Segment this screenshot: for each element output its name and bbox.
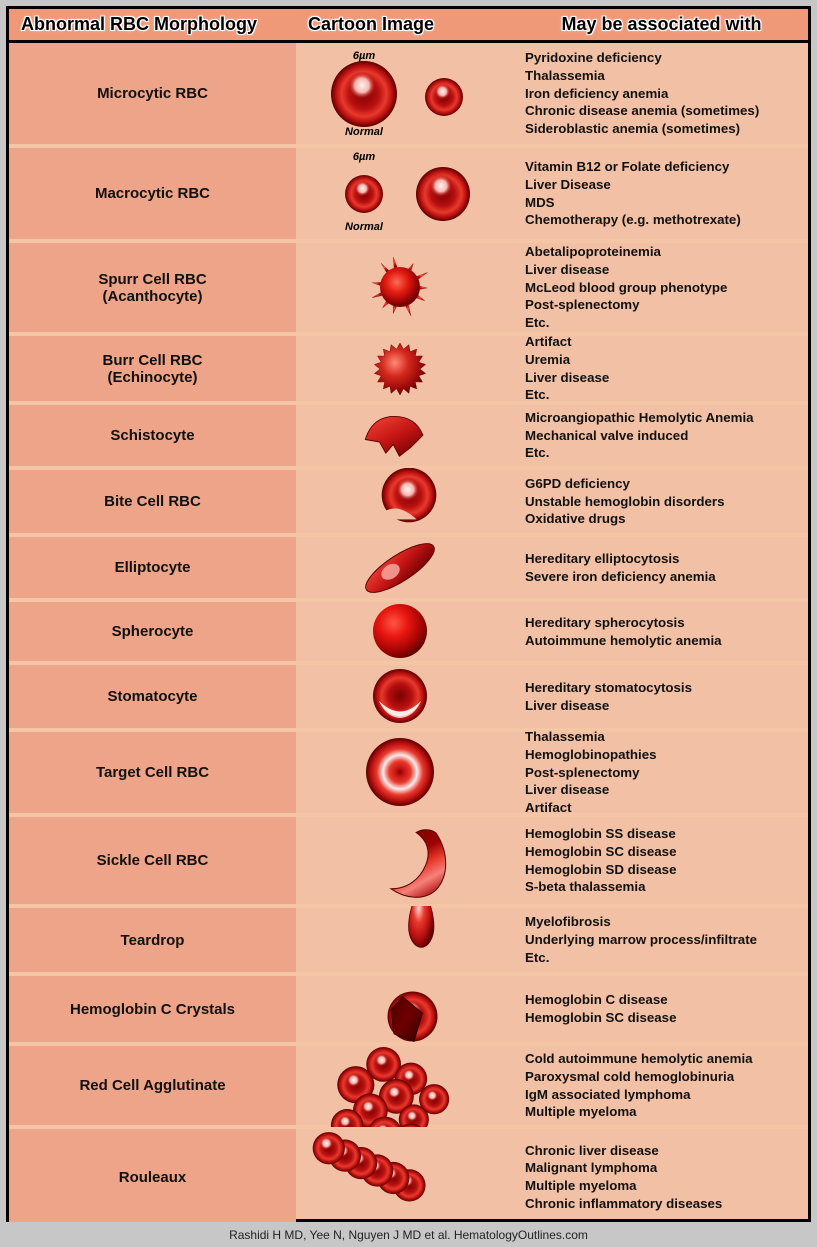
svg-text:Normal: Normal (345, 126, 384, 138)
svg-text:6µm: 6µm (353, 50, 375, 62)
svg-text:6µm: 6µm (353, 151, 375, 163)
svg-text:Normal: Normal (345, 221, 384, 233)
